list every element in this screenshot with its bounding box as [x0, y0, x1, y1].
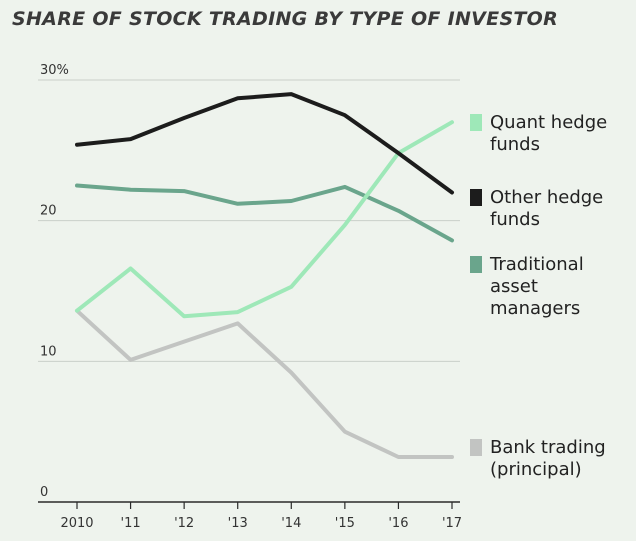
series-lines — [75, 92, 454, 459]
legend-label: asset — [490, 276, 538, 297]
legend-label: Quant hedge — [490, 112, 607, 133]
legend-item: Bank trading(principal) — [470, 437, 606, 480]
series-line-other-hedge-funds — [75, 92, 454, 195]
x-tick-label: '11 — [121, 516, 141, 531]
x-tick-label: '16 — [388, 516, 408, 531]
legend-swatch — [470, 114, 482, 131]
legend-label: (principal) — [490, 459, 582, 480]
x-axis: 2010 '11 '12 '13 '14 '15 '16 '17 — [38, 501, 462, 531]
legend-swatch — [470, 439, 482, 456]
y-tick-label: 20 — [40, 204, 57, 219]
legend-label: funds — [490, 209, 540, 230]
legend-label: Bank trading — [490, 437, 606, 458]
y-tick-label: 30% — [40, 63, 69, 78]
y-tick-label: 10 — [40, 344, 57, 359]
legend-label: Other hedge — [490, 187, 603, 208]
x-tick-label: '14 — [281, 516, 301, 531]
legend-label: Traditional — [489, 254, 584, 275]
legend-swatch — [470, 189, 482, 206]
grid-layer — [38, 79, 460, 362]
legend-label: funds — [490, 134, 540, 155]
series-line-quant-hedge-funds — [75, 120, 454, 319]
y-tick-label: 0 — [40, 485, 48, 500]
x-tick-label: '12 — [174, 516, 194, 531]
x-tick-label: '13 — [228, 516, 248, 531]
chart-title: SHARE OF STOCK TRADING BY TYPE OF INVEST… — [12, 8, 559, 30]
x-tick-label: 2010 — [60, 516, 93, 531]
legend-label: managers — [490, 298, 580, 319]
x-tick-label: '17 — [442, 516, 462, 531]
series-line-traditional-asset-managers — [75, 183, 454, 243]
x-tick-label: '15 — [335, 516, 355, 531]
series-line-bank-trading-principal — [75, 308, 454, 459]
legend-swatch — [470, 256, 482, 273]
y-axis-labels: 0 10 20 30% — [40, 63, 69, 500]
